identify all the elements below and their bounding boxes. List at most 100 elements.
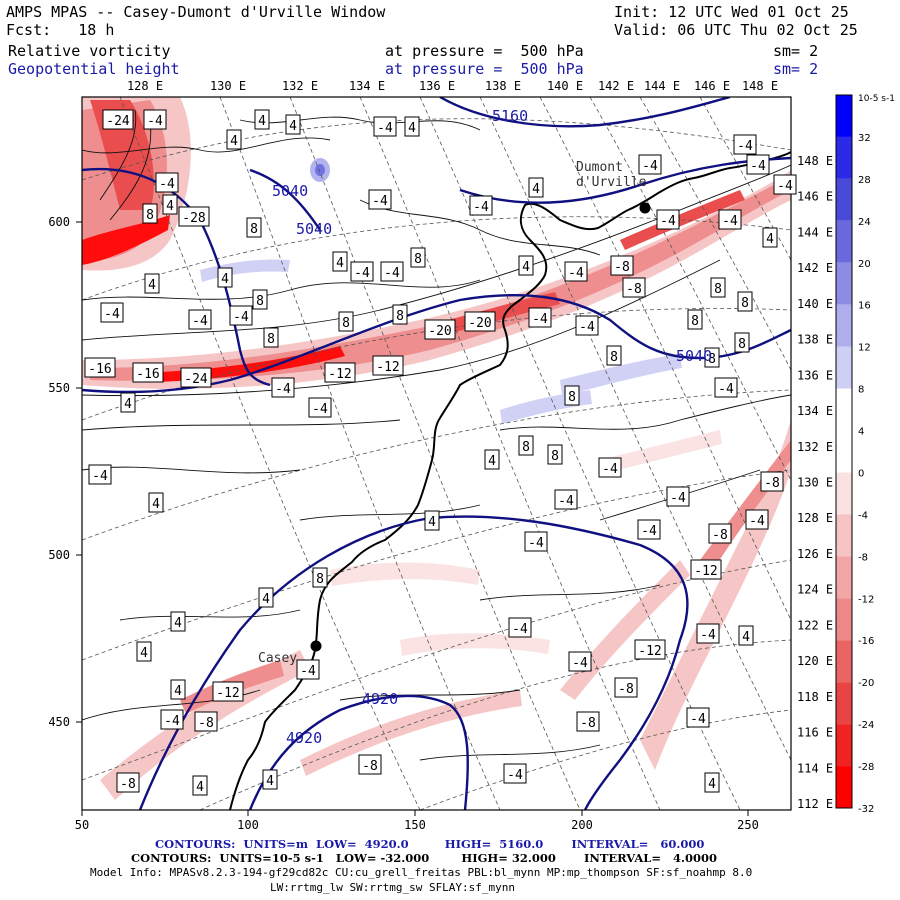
vorticity-label-box	[424, 319, 456, 340]
vorticity-label: 8	[568, 390, 576, 405]
height-label: 5040	[296, 220, 333, 238]
vorticity-label: -4	[192, 314, 208, 329]
vorticity-label: -4	[92, 469, 108, 484]
vorticity-label-box	[170, 679, 186, 700]
vorticity-label: -4	[384, 266, 400, 281]
vorticity-label: 8	[551, 449, 559, 464]
vorticity-contour-info: CONTOURS: UNITS=10-5 s-1 LOW= -32.000 HI…	[131, 851, 718, 865]
vorticity-label: 4	[428, 515, 436, 530]
vorticity-label-box	[263, 327, 279, 348]
vorticity-label: 8	[610, 350, 618, 365]
vorticity-label-box	[155, 172, 179, 193]
colorbar-label: -8	[858, 552, 868, 563]
vorticity-label: -4	[777, 179, 793, 194]
vorticity-label: 4	[140, 646, 148, 661]
vorticity-label-box	[773, 174, 797, 195]
vorticity-label-box	[469, 195, 493, 216]
vorticity-label-box	[404, 116, 420, 137]
vorticity-label: -4	[377, 121, 393, 136]
lon-label-right: 138 E	[797, 333, 833, 347]
vorticity-label: 4	[408, 121, 416, 136]
vorticity-label: -8	[764, 476, 780, 491]
height-label: 4920	[286, 729, 323, 747]
lon-label: 142 E	[598, 79, 634, 93]
vorticity-label: -20	[468, 316, 491, 331]
vorticity-label: -4	[147, 114, 163, 129]
x-tick-label: 100	[237, 818, 259, 832]
vorticity-label-box	[622, 277, 646, 298]
colorbar-label: 0	[858, 468, 864, 479]
vorticity-label-box	[528, 177, 544, 198]
vorticity-label: -4	[750, 159, 766, 174]
colorbar-frame	[835, 94, 853, 809]
colorbar-swatch	[836, 136, 852, 179]
vorticity-label-box	[246, 217, 262, 238]
vorticity-label: -8	[712, 528, 728, 543]
vorticity-label: 4	[196, 780, 204, 795]
vorticity-label-box	[217, 267, 233, 288]
lon-label: 140 E	[547, 79, 583, 93]
vorticity-label: 4	[258, 114, 266, 129]
vorticity-label-box	[373, 116, 397, 137]
vorticity-label: 8	[267, 332, 275, 347]
vorticity-label-box	[576, 711, 600, 732]
lon-label: 148 E	[742, 79, 778, 93]
colorbar-label: -12	[858, 594, 874, 605]
vorticity-label-box	[762, 227, 778, 248]
vorticity-label-box	[704, 347, 720, 368]
colorbar-swatch	[836, 682, 852, 725]
vorticity-label-box	[634, 639, 666, 660]
vorticity-label-box	[598, 457, 622, 478]
vorticity-label: 4	[124, 397, 132, 412]
vorticity-label-box	[704, 772, 720, 793]
lon-label-right: 136 E	[797, 368, 833, 382]
vorticity-label: -24	[184, 372, 208, 387]
vorticity-label: 8	[741, 296, 749, 311]
model-physics: LW:rrtmg_lw SW:rrtmg_sw SFLAY:sf_mynn	[270, 881, 516, 894]
height-contour-4920	[248, 694, 469, 810]
field1-name: Relative vorticity	[8, 42, 171, 60]
vorticity-label: 4	[742, 630, 750, 645]
vorticity-label-box	[332, 251, 348, 272]
colorbar-swatch	[836, 178, 852, 221]
colorbar-swatch	[836, 598, 852, 641]
colorbar-label: -20	[858, 678, 874, 689]
colorbar-swatch	[836, 346, 852, 389]
x-tick-label: 50	[75, 818, 89, 832]
vorticity-label-box	[518, 435, 534, 456]
vorticity-label: -4	[722, 214, 738, 229]
vorticity-label: -4	[737, 139, 753, 154]
height-contours	[82, 97, 791, 810]
vorticity-label-box	[258, 587, 274, 608]
lon-label-right: 148 E	[797, 154, 833, 168]
vorticity-label-box	[686, 707, 710, 728]
station-label-casey: Casey	[258, 651, 298, 666]
lon-label-right: 114 E	[797, 761, 833, 775]
vorticity-label-box	[162, 194, 178, 215]
vorticity-label-box	[733, 134, 757, 155]
lon-label: 132 E	[282, 79, 318, 93]
vorticity-label-box	[178, 206, 210, 227]
vorticity-label-box	[606, 345, 622, 366]
vorticity-label-box	[745, 509, 769, 530]
vorticity-label: 8	[146, 208, 154, 223]
vorticity-label: 8	[708, 352, 716, 367]
vorticity-label: 8	[522, 440, 530, 455]
lon-label-right: 130 E	[797, 476, 833, 490]
vorticity-label: 8	[316, 572, 324, 587]
vorticity-label: -12	[638, 644, 661, 659]
vorticity-label: -4	[572, 656, 588, 671]
vorticity-label-box	[338, 311, 354, 332]
lon-label: 144 E	[644, 79, 680, 93]
vorticity-label-box	[690, 559, 722, 580]
colorbar-swatch	[836, 220, 852, 263]
vorticity-label: -4	[660, 214, 676, 229]
vorticity-label: -8	[198, 716, 214, 731]
model-info: Model Info: MPASv8.2.3-194-gf29cd82c CU:…	[90, 866, 753, 879]
vorticity-label: -4	[164, 714, 180, 729]
vorticity-label: -4	[300, 664, 316, 679]
vorticity-label: 4	[266, 774, 274, 789]
vorticity-label-box	[132, 362, 164, 383]
vorticity-label-box	[116, 772, 140, 793]
height-contour-5160	[439, 97, 731, 128]
